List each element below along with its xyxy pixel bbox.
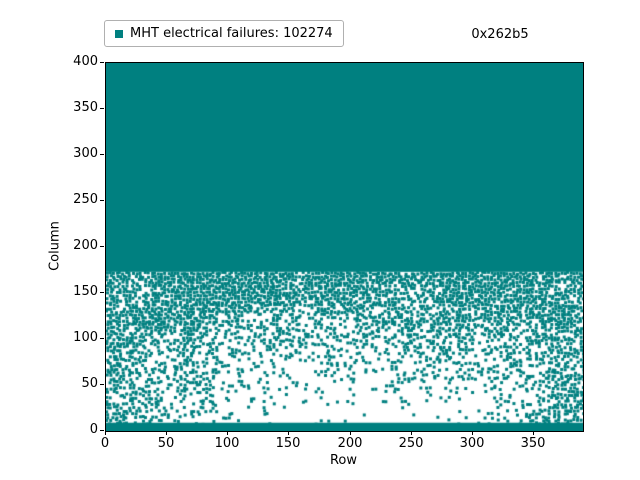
y-tick-label: 250 (73, 192, 98, 207)
x-tick-label: 100 (214, 436, 240, 451)
x-tick-label: 300 (459, 436, 485, 451)
x-tick-label: 200 (337, 436, 363, 451)
y-tick-mark (100, 384, 104, 385)
plot-area (105, 62, 584, 432)
x-tick-mark (288, 431, 289, 435)
y-tick-label: 100 (73, 330, 98, 345)
hex-label: 0x262b5 (471, 27, 529, 42)
x-tick-label: 250 (398, 436, 424, 451)
y-tick-mark (100, 154, 104, 155)
legend: MHT electrical failures: 102274 (104, 20, 344, 47)
y-tick-label: 300 (73, 146, 98, 161)
x-tick-mark (105, 431, 106, 435)
x-tick-mark (472, 431, 473, 435)
legend-label: MHT electrical failures: 102274 (130, 26, 333, 41)
scatter-canvas (106, 63, 583, 431)
x-tick-mark (411, 431, 412, 435)
x-tick-mark (533, 431, 534, 435)
y-tick-label: 200 (73, 238, 98, 253)
y-tick-mark (100, 246, 104, 247)
y-tick-mark (100, 430, 104, 431)
x-tick-label: 150 (275, 436, 301, 451)
y-tick-label: 350 (73, 100, 98, 115)
y-tick-label: 400 (73, 54, 98, 69)
x-tick-mark (166, 431, 167, 435)
x-axis-label: Row (329, 453, 358, 468)
x-tick-label: 50 (157, 436, 175, 451)
x-tick-mark (227, 431, 228, 435)
legend-marker-icon (115, 29, 123, 38)
y-tick-mark (100, 108, 104, 109)
y-tick-mark (100, 62, 104, 63)
y-tick-label: 50 (81, 376, 98, 391)
x-tick-label: 350 (520, 436, 546, 451)
y-tick-label: 0 (89, 422, 98, 437)
x-tick-label: 0 (100, 436, 110, 451)
x-tick-mark (350, 431, 351, 435)
y-tick-mark (100, 338, 104, 339)
y-tick-mark (100, 200, 104, 201)
y-tick-mark (100, 292, 104, 293)
y-tick-label: 150 (73, 284, 98, 299)
